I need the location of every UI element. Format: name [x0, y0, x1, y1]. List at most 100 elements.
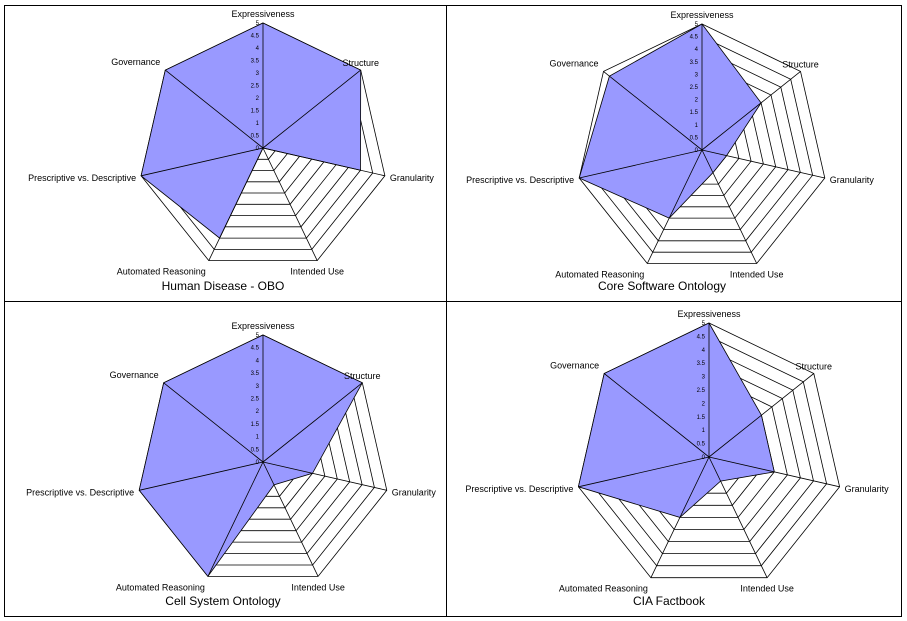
tick-label: 3.5	[690, 60, 699, 66]
tick-label: 1.5	[251, 422, 260, 428]
tick-label: 1.5	[251, 109, 260, 115]
tick-label: 5	[256, 21, 260, 27]
radar-chart-core-software: 0 0.5 1 1.5 2 2.5 3 3.5 4 4.5 5 Expressiveness Struc…	[466, 10, 875, 293]
axis-label-prescriptive-vs-descriptive: Prescriptive vs. Descriptive	[465, 484, 573, 494]
axis-label-expressiveness: Expressiveness	[231, 9, 295, 19]
tick-label: 2	[702, 401, 706, 407]
axis-label-automated-reasoning: Automated Reasoning	[117, 267, 206, 277]
axis-spoke-prescriptive-vs-descriptive	[141, 147, 264, 177]
chart-title: CIA Factbook	[633, 594, 706, 608]
axis-label-governance: Governance	[111, 57, 160, 67]
axis-label-governance: Governance	[550, 361, 599, 371]
axis-spoke-prescriptive-vs-descriptive	[578, 456, 710, 488]
tick-label: 0	[256, 460, 260, 466]
tick-label: 2	[256, 96, 260, 102]
axis-spoke-structure	[701, 71, 801, 151]
tick-label: 1.5	[697, 415, 706, 421]
tick-label: 1.5	[690, 110, 699, 116]
axis-label-structure: Structure	[342, 58, 379, 68]
axis-label-intended-use: Intended Use	[740, 584, 794, 594]
tick-label: 0.5	[690, 135, 699, 141]
axis-label-granularity: Granularity	[845, 484, 890, 494]
tick-label: 1	[695, 123, 699, 129]
tick-label: 4	[256, 358, 260, 364]
tick-label: 2.5	[697, 388, 706, 394]
axis-label-expressiveness: Expressiveness	[231, 321, 295, 331]
tick-label: 4	[695, 47, 699, 53]
tick-label: 2	[695, 98, 699, 104]
radar-chart-cell-system: 0 0.5 1 1.5 2 2.5 3 3.5 4 4.5 5 Expressiveness Struc…	[26, 321, 437, 608]
axis-label-prescriptive-vs-descriptive: Prescriptive vs. Descriptive	[26, 487, 134, 497]
axis-spoke-automated-reasoning	[207, 461, 264, 577]
tick-label: 3	[702, 375, 706, 381]
tick-label: 1	[256, 435, 260, 441]
tick-label: 3	[695, 72, 699, 78]
tick-label: 2.5	[690, 85, 699, 91]
axis-label-granularity: Granularity	[390, 173, 435, 183]
axis-spoke-intended-use	[262, 461, 319, 577]
axis-spoke-automated-reasoning	[208, 147, 264, 261]
axis-spoke-prescriptive-vs-descriptive	[579, 149, 703, 179]
tick-label: 3.5	[251, 59, 260, 65]
data-area	[578, 23, 762, 219]
tick-label: 4.5	[251, 346, 260, 352]
tick-label: 2.5	[251, 397, 260, 403]
axis-spoke-intended-use	[262, 147, 318, 261]
axis-spoke-governance	[603, 71, 703, 151]
tick-label: 4	[256, 46, 260, 52]
axis-label-automated-reasoning: Automated Reasoning	[559, 584, 648, 594]
axis-spoke-intended-use	[701, 149, 758, 264]
radar-panel-cell-system: 0 0.5 1 1.5 2 2.5 3 3.5 4 4.5 5 Expressiveness Struc…	[4, 301, 447, 617]
tick-label: 5	[256, 333, 260, 339]
tick-label: 0.5	[251, 447, 260, 453]
data-area	[577, 322, 775, 518]
axis-spoke-governance	[603, 373, 710, 458]
chart-title: Human Disease - OBO	[162, 279, 285, 293]
axis-label-prescriptive-vs-descriptive: Prescriptive vs. Descriptive	[28, 173, 136, 183]
chart-title: Cell System Ontology	[165, 594, 280, 608]
tick-label: 0.5	[251, 134, 260, 140]
axis-spoke-intended-use	[708, 456, 768, 578]
axis-label-intended-use: Intended Use	[730, 270, 784, 280]
tick-label: 2	[256, 409, 260, 415]
tick-label: 4.5	[697, 334, 706, 340]
axis-label-governance: Governance	[549, 58, 598, 68]
tick-label: 4.5	[251, 34, 260, 40]
axis-label-prescriptive-vs-descriptive: Prescriptive vs. Descriptive	[466, 175, 574, 185]
tick-label: 4	[702, 348, 706, 354]
axis-spoke-automated-reasoning	[646, 149, 703, 264]
axis-label-expressiveness: Expressiveness	[677, 309, 741, 319]
axis-spoke-governance	[165, 69, 264, 149]
tick-label: 5	[695, 22, 699, 28]
axis-label-structure: Structure	[796, 362, 833, 372]
axis-label-intended-use: Intended Use	[291, 582, 345, 592]
axis-label-automated-reasoning: Automated Reasoning	[555, 270, 644, 280]
axis-spoke-structure	[262, 382, 363, 463]
tick-label: 1	[256, 121, 260, 127]
radar-chart-cia-factbook: 0 0.5 1 1.5 2 2.5 3 3.5 4 4.5 5 Expressiveness Struc…	[465, 309, 890, 608]
radar-panel-core-software: 0 0.5 1 1.5 2 2.5 3 3.5 4 4.5 5 Expressiveness Struc…	[446, 5, 902, 302]
tick-label: 0	[695, 148, 699, 154]
tick-label: 3	[256, 71, 260, 77]
data-area	[138, 334, 363, 578]
radar-chart-human-disease: 0 0.5 1 1.5 2 2.5 3 3.5 4 4.5 5 Expressiveness Struc…	[28, 9, 435, 293]
axis-label-structure: Structure	[782, 59, 819, 69]
axis-spoke-granularity	[701, 149, 825, 179]
radar-panel-human-disease: 0 0.5 1 1.5 2 2.5 3 3.5 4 4.5 5 Expressiveness Struc…	[4, 5, 447, 302]
chart-title: Core Software Ontology	[598, 279, 726, 293]
axis-label-structure: Structure	[344, 371, 381, 381]
radar-panel-cia-factbook: 0 0.5 1 1.5 2 2.5 3 3.5 4 4.5 5 Expressiveness Struc…	[446, 301, 902, 617]
tick-label: 0	[256, 146, 260, 152]
axis-spoke-structure	[262, 69, 361, 149]
axis-label-automated-reasoning: Automated Reasoning	[116, 582, 205, 592]
axis-spoke-granularity	[262, 461, 387, 491]
axis-label-granularity: Granularity	[830, 175, 875, 185]
axis-label-expressiveness: Expressiveness	[670, 10, 734, 20]
tick-label: 3.5	[697, 361, 706, 367]
axis-label-granularity: Granularity	[392, 487, 437, 497]
axis-label-governance: Governance	[110, 370, 159, 380]
tick-label: 4.5	[690, 35, 699, 41]
tick-label: 5	[702, 321, 706, 327]
tick-label: 3	[256, 384, 260, 390]
